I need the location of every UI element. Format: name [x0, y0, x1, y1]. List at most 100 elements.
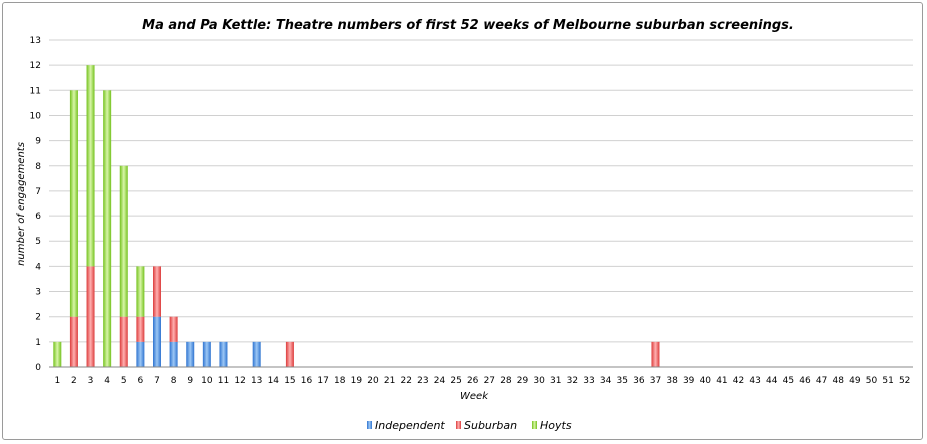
x-tick-label: 45: [783, 376, 794, 386]
x-tick-label: 20: [367, 376, 379, 386]
bar-hoyts: [103, 90, 112, 368]
bar-independent: [252, 341, 261, 367]
bar-hoyts: [53, 341, 62, 367]
bar-hoyts: [136, 266, 145, 317]
x-tick-label: 7: [154, 376, 160, 386]
y-tick-label: 4: [35, 262, 41, 272]
legend-label-suburban: Suburban: [464, 419, 517, 432]
y-tick-label: 0: [35, 363, 41, 373]
x-tick-label: 4: [104, 376, 110, 386]
y-tick-label: 12: [30, 61, 41, 71]
x-tick-label: 52: [899, 376, 910, 386]
x-tick-label: 48: [833, 376, 845, 386]
bar-independent: [169, 341, 178, 367]
bars: [53, 65, 660, 368]
x-tick-label: 8: [171, 376, 177, 386]
x-tick-label: 11: [218, 376, 229, 386]
x-tick-label: 6: [138, 376, 144, 386]
y-tick-label: 9: [35, 137, 41, 147]
y-tick-label: 13: [30, 36, 41, 46]
x-tick-label: 15: [284, 376, 295, 386]
chart-title: Ma and Pa Kettle: Theatre numbers of fir…: [142, 18, 794, 33]
x-tick-label: 32: [567, 376, 578, 386]
x-tick-label: 30: [533, 376, 545, 386]
x-tick-label: 34: [600, 376, 612, 386]
bar-suburban: [285, 341, 294, 367]
bar-suburban: [651, 341, 660, 367]
x-tick-label: 46: [799, 376, 811, 386]
x-tick-label: 22: [401, 376, 412, 386]
x-tick-label: 13: [251, 376, 262, 386]
x-tick-label: 18: [334, 376, 346, 386]
x-tick-label: 25: [450, 376, 461, 386]
y-tick-label: 3: [35, 288, 41, 298]
bar-suburban: [119, 316, 128, 367]
x-tick-label: 2: [71, 376, 77, 386]
legend-swatch-independent: [367, 421, 372, 429]
x-axis-label: Week: [460, 391, 489, 402]
legend: Independent Suburban Hoyts: [367, 419, 572, 432]
x-tick-label: 10: [201, 376, 213, 386]
bar-suburban: [153, 266, 161, 317]
bar-independent: [136, 341, 145, 367]
bar-suburban: [69, 316, 78, 367]
y-tick-label: 1: [35, 338, 41, 348]
y-tick-label: 2: [35, 313, 41, 323]
y-tick-label: 11: [30, 86, 41, 96]
x-tick-label: 3: [88, 376, 94, 386]
bar-suburban: [169, 316, 178, 342]
x-tick-label: 36: [633, 376, 645, 386]
y-tick-label: 7: [35, 187, 41, 197]
x-tick-label: 35: [617, 376, 628, 386]
bar-hoyts: [119, 165, 128, 317]
y-tick-label: 6: [35, 212, 41, 222]
x-tick-label: 28: [500, 376, 512, 386]
x-tick-label: 27: [484, 376, 495, 386]
x-tick-label: 9: [187, 376, 193, 386]
x-tick-label: 51: [882, 376, 893, 386]
x-tick-label: 41: [716, 376, 727, 386]
y-tick-label: 10: [30, 111, 42, 121]
bar-independent: [153, 316, 161, 367]
x-tick-label: 43: [749, 376, 760, 386]
x-tick-label: 23: [417, 376, 428, 386]
x-tick-label: 5: [121, 376, 127, 386]
gridlines: [49, 39, 913, 343]
x-tick-label: 49: [849, 376, 861, 386]
bar-hoyts: [86, 65, 95, 267]
x-tick-label: 44: [766, 376, 778, 386]
x-tick-label: 24: [434, 376, 446, 386]
x-tick-label: 21: [384, 376, 395, 386]
x-tick-label: 12: [234, 376, 245, 386]
x-tick-label: 31: [550, 376, 561, 386]
bar-suburban: [86, 266, 95, 367]
bar-hoyts: [69, 90, 78, 317]
bar-independent: [219, 341, 228, 367]
y-axis-label: number of engagements: [16, 142, 27, 266]
x-tick-label: 37: [650, 376, 661, 386]
legend-label-independent: Independent: [375, 419, 445, 432]
x-tick-label: 26: [467, 376, 479, 386]
x-tick-label: 29: [517, 376, 529, 386]
bar-independent: [202, 341, 211, 367]
x-tick-label: 16: [301, 376, 313, 386]
x-tick-label: 38: [666, 376, 678, 386]
x-axis-ticks: 1 2 3 4 5 6 7 8 9 10 11 12 13 14 15 16 17 18 19 20 21 22 23 24 2…: [54, 376, 910, 386]
legend-swatch-hoyts: [532, 421, 537, 429]
x-tick-label: 47: [816, 376, 827, 386]
bar-independent: [186, 341, 195, 367]
x-tick-label: 50: [866, 376, 878, 386]
x-tick-label: 14: [268, 376, 280, 386]
x-tick-label: 17: [317, 376, 328, 386]
y-tick-label: 5: [35, 237, 41, 247]
x-tick-label: 40: [700, 376, 712, 386]
x-tick-label: 39: [683, 376, 695, 386]
x-tick-label: 33: [583, 376, 594, 386]
x-tick-label: 42: [733, 376, 744, 386]
legend-label-hoyts: Hoyts: [540, 419, 572, 432]
x-tick-label: 1: [54, 376, 60, 386]
y-tick-label: 8: [35, 162, 41, 172]
legend-swatch-suburban: [456, 421, 461, 429]
